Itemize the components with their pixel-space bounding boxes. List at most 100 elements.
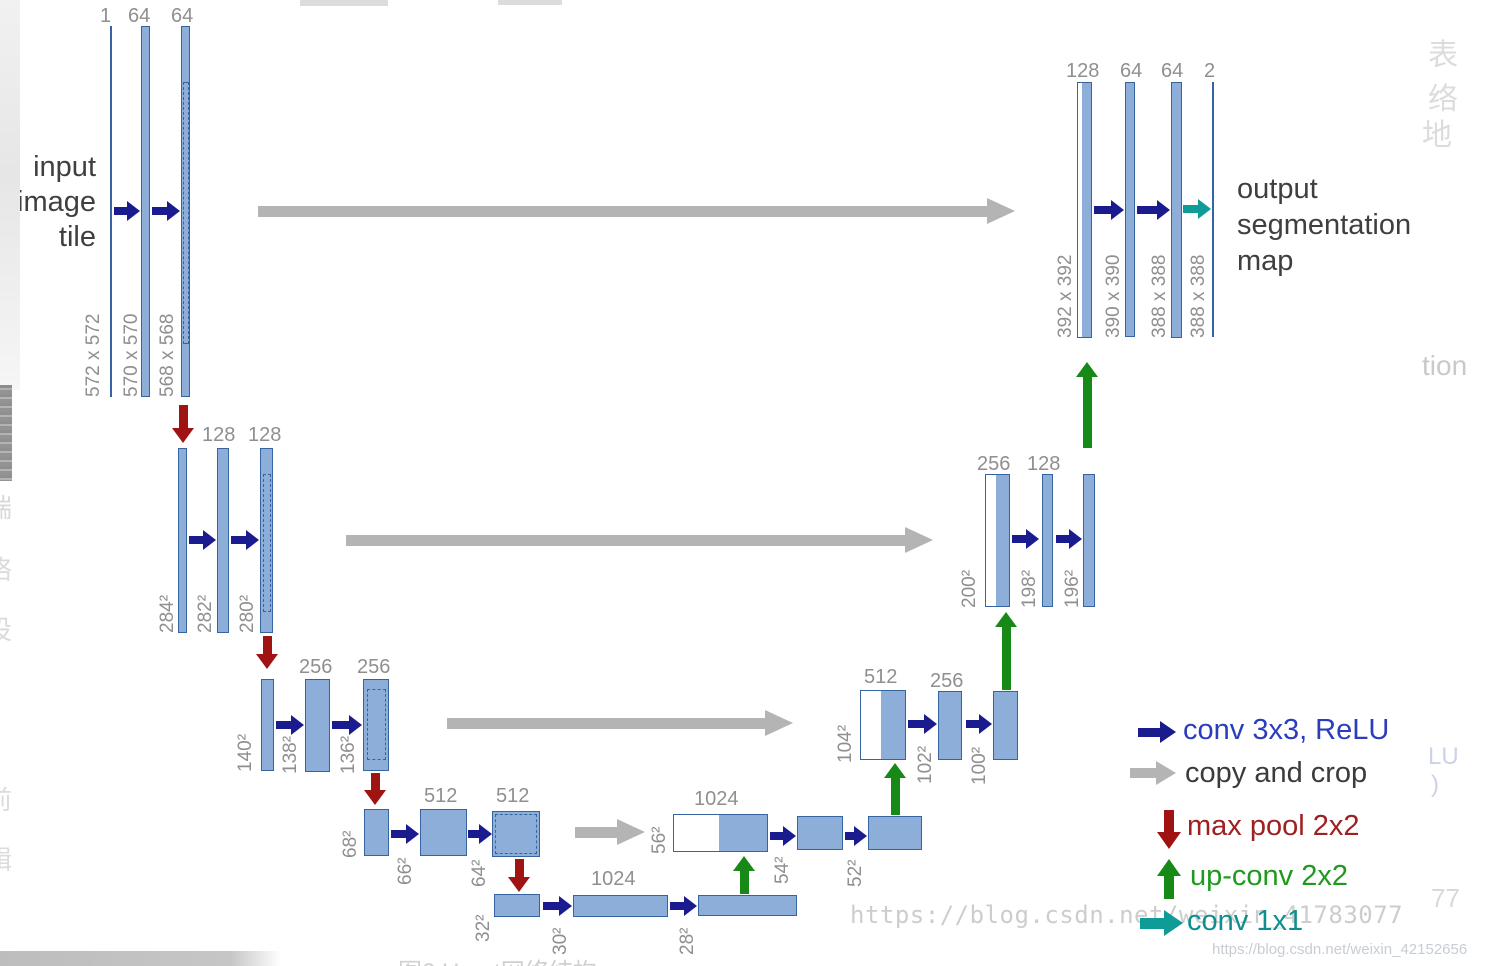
arrow-shaft xyxy=(346,534,905,546)
feature-map-bar xyxy=(141,26,150,397)
arrow-shaft xyxy=(908,720,924,728)
input-image-tile-label: input image tile xyxy=(17,151,96,253)
watermark-ghost-fragment: ) xyxy=(1431,771,1439,798)
feature-map-bar xyxy=(305,679,330,772)
edge-text-fragment: 表 xyxy=(1428,39,1458,72)
arrow-shaft xyxy=(1056,535,1069,543)
channel-count-label: 128 xyxy=(202,424,236,446)
arrow-head xyxy=(167,201,180,221)
copy-crop-arrow-icon xyxy=(346,527,933,553)
arrow-head xyxy=(1111,200,1124,220)
arrow-shaft xyxy=(739,871,749,894)
feature-map-bar xyxy=(492,811,540,857)
feature-map-bar xyxy=(494,894,540,917)
feature-map-bar xyxy=(573,895,668,917)
conv-3x3-arrow-icon xyxy=(1137,200,1170,220)
arrow-head xyxy=(924,714,937,734)
up-conv-half xyxy=(996,475,1009,606)
arrow-head xyxy=(508,877,530,892)
arrow-shaft xyxy=(966,720,979,728)
arrow-head xyxy=(1157,832,1181,849)
feature-map-bar-thin xyxy=(110,26,112,397)
conv-3x3-arrow-icon xyxy=(468,824,492,844)
channel-count-label: 64 xyxy=(1161,60,1184,82)
arrow-head xyxy=(203,530,216,550)
feature-map-bar xyxy=(938,691,962,760)
arrow-head xyxy=(765,710,793,736)
max-pool-arrow-icon xyxy=(1157,810,1181,849)
channel-count-label: 256 xyxy=(299,656,333,678)
feature-map-bar xyxy=(420,809,467,856)
lightcol-artifact xyxy=(0,0,20,390)
copy-crop-arrow-icon xyxy=(575,819,645,845)
channel-count-label: 512 xyxy=(496,785,530,807)
max-pool-arrow-icon xyxy=(508,859,530,892)
feature-map-bar xyxy=(1125,82,1135,337)
feature-map-bar xyxy=(1171,82,1182,338)
arrow-shaft xyxy=(1140,917,1164,929)
edge-text-fragment: 络 xyxy=(1428,83,1458,116)
feature-map-bar xyxy=(993,691,1018,760)
arrow-shaft xyxy=(1138,727,1160,737)
legend-label: up-conv 2x2 xyxy=(1190,860,1348,892)
arrow-shaft xyxy=(258,205,987,217)
channel-count-label: 64 xyxy=(171,5,194,27)
arrow-shaft xyxy=(1137,206,1157,214)
arrow-head xyxy=(1160,721,1176,743)
arrow-shaft xyxy=(514,859,524,877)
watermark-ghost-fragment: LU xyxy=(1428,743,1459,770)
channel-count-label: 64 xyxy=(1120,60,1143,82)
arrow-head xyxy=(1164,910,1183,936)
conv-3x3-arrow-icon xyxy=(231,530,259,550)
arrow-shaft xyxy=(276,721,291,729)
copy-crop-arrow-icon xyxy=(447,710,793,736)
crop-region-outline xyxy=(263,474,271,612)
arrow-shaft xyxy=(178,405,188,428)
channel-count-label: 128 xyxy=(248,424,282,446)
arrow-head xyxy=(905,527,933,553)
legend-label: max pool 2x2 xyxy=(1187,810,1360,842)
conv-3x3-arrow-icon xyxy=(670,896,697,916)
arrow-shaft xyxy=(262,636,272,654)
conv-3x3-arrow-icon xyxy=(391,824,419,844)
conv-3x3-arrow-icon xyxy=(966,714,992,734)
arrow-head xyxy=(127,201,140,221)
arrow-shaft xyxy=(890,778,900,815)
edge-text-fragment: 前 xyxy=(0,780,12,817)
arrow-shaft xyxy=(670,902,684,910)
darktext-artifact xyxy=(0,385,12,481)
arrow-shaft xyxy=(370,773,380,790)
max-pool-arrow-icon xyxy=(364,773,386,805)
arrow-head xyxy=(987,198,1015,224)
channel-count-label: 512 xyxy=(424,785,458,807)
arrow-head xyxy=(559,896,572,916)
feature-map-bar xyxy=(673,814,768,852)
crop-region-outline xyxy=(367,689,386,760)
watermark-url-main: https://blog.csdn.net/weixin_41783077 xyxy=(850,901,1404,929)
arrow-head xyxy=(246,530,259,550)
figure-caption-clipped: 图2 U-net网络结构 xyxy=(398,952,597,966)
arrow-shaft xyxy=(1130,768,1156,778)
channel-count-label: 256 xyxy=(930,670,964,692)
feature-map-bar xyxy=(1077,82,1092,338)
feature-map-bar xyxy=(260,448,273,633)
arrow-shaft xyxy=(543,902,559,910)
arrow-head xyxy=(995,612,1017,627)
arrow-shaft xyxy=(845,832,854,840)
up-conv-arrow-icon xyxy=(733,856,755,894)
channel-count-label: 1024 xyxy=(694,788,739,810)
feature-map-bar xyxy=(860,690,906,760)
arrow-shaft xyxy=(152,207,167,215)
up-conv-half xyxy=(719,815,767,851)
arrow-shaft xyxy=(447,717,765,729)
conv-3x3-arrow-icon xyxy=(1138,721,1176,743)
arrow-head xyxy=(406,824,419,844)
arrow-shaft xyxy=(1012,535,1026,543)
arrow-head xyxy=(884,763,906,778)
edge-text-fragment: 设 xyxy=(0,610,12,647)
arrow-head xyxy=(783,826,796,846)
bottombar-artifact xyxy=(0,951,281,966)
legend-label: conv 3x3, ReLU xyxy=(1183,714,1390,746)
arrow-shaft xyxy=(231,536,246,544)
